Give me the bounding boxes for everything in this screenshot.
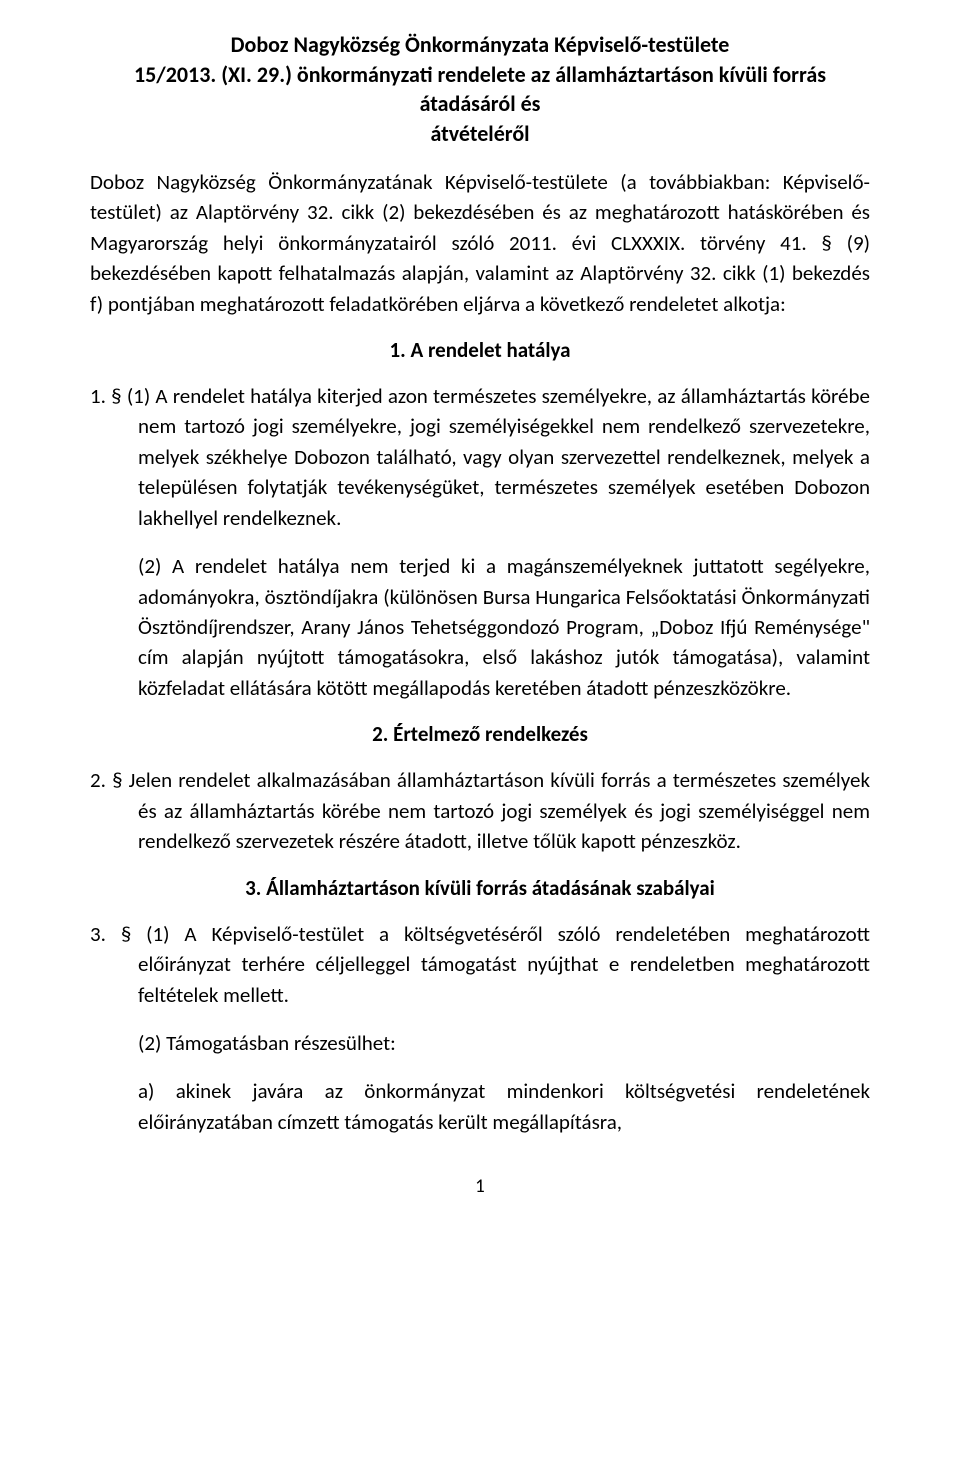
title-line-3: átvételéről <box>90 119 870 149</box>
section-3-para-2: (2) Támogatásban részesülhet: <box>90 1028 870 1058</box>
section-3-heading: 3. Államháztartáson kívüli forrás átadás… <box>90 875 870 901</box>
section-3-para-2a: a) akinek javára az önkormányzat mindenk… <box>90 1076 870 1137</box>
section-1-para-2: (2) A rendelet hatálya nem terjed ki a m… <box>90 551 870 703</box>
document-title: Doboz Nagyközség Önkormányzata Képviselő… <box>90 30 870 149</box>
section-2-heading: 2. Értelmező rendelkezés <box>90 721 870 747</box>
section-1-heading: 1. A rendelet hatálya <box>90 337 870 363</box>
page-number: 1 <box>90 1175 870 1198</box>
preamble-paragraph: Doboz Nagyközség Önkormányzatának Képvis… <box>90 167 870 319</box>
title-line-1: Doboz Nagyközség Önkormányzata Képviselő… <box>90 30 870 60</box>
section-3-para-1: 3. § (1) A Képviselő-testület a költségv… <box>90 919 870 1010</box>
title-line-2: 15/2013. (XI. 29.) önkormányzati rendele… <box>90 60 870 119</box>
section-1-para-1: 1. § (1) A rendelet hatálya kiterjed azo… <box>90 381 870 533</box>
section-2-para-1: 2. § Jelen rendelet alkalmazásában állam… <box>90 765 870 856</box>
